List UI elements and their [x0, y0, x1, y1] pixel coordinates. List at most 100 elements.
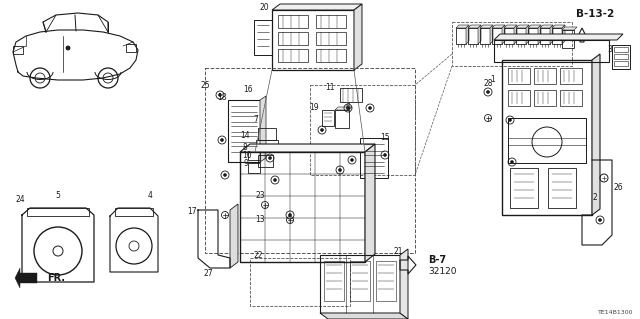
Polygon shape	[516, 25, 529, 28]
Text: 16: 16	[243, 85, 253, 94]
Bar	[256, 140, 278, 150]
Bar	[320, 255, 400, 313]
Text: TE14B1300: TE14B1300	[598, 309, 634, 315]
Polygon shape	[504, 25, 517, 28]
Text: 15: 15	[380, 133, 390, 143]
Polygon shape	[260, 96, 266, 162]
Polygon shape	[272, 4, 362, 10]
Bar	[115, 208, 153, 216]
Polygon shape	[320, 313, 408, 319]
Polygon shape	[526, 25, 529, 44]
Text: 17: 17	[187, 207, 197, 217]
Bar	[494, 40, 609, 62]
Polygon shape	[538, 25, 541, 44]
Bar	[516, 28, 526, 44]
Bar	[240, 152, 365, 262]
Circle shape	[369, 107, 371, 109]
Text: 7: 7	[253, 115, 259, 124]
Text: 24: 24	[15, 196, 25, 204]
Bar	[272, 10, 354, 70]
Bar	[324, 261, 344, 301]
Text: 8: 8	[243, 144, 248, 152]
Polygon shape	[528, 25, 541, 28]
Bar	[340, 88, 362, 102]
Bar	[258, 155, 273, 167]
Circle shape	[383, 153, 387, 157]
Polygon shape	[335, 107, 352, 110]
Bar	[504, 28, 514, 44]
Bar	[508, 68, 530, 84]
Circle shape	[221, 138, 223, 142]
Polygon shape	[456, 25, 469, 28]
Bar	[335, 110, 349, 128]
Circle shape	[486, 91, 490, 93]
Polygon shape	[552, 25, 565, 28]
Circle shape	[223, 174, 227, 176]
Text: B-13-2: B-13-2	[576, 9, 614, 19]
Polygon shape	[365, 144, 375, 262]
Text: B-7: B-7	[428, 255, 446, 265]
Bar	[614, 54, 628, 59]
Circle shape	[321, 129, 323, 131]
Text: 4: 4	[148, 191, 152, 201]
Circle shape	[273, 179, 276, 182]
Bar	[13, 46, 23, 54]
Text: 25: 25	[200, 80, 210, 90]
Text: 14: 14	[240, 131, 250, 140]
Bar	[258, 128, 276, 140]
Text: 19: 19	[309, 103, 319, 113]
Polygon shape	[562, 25, 565, 44]
Polygon shape	[492, 25, 505, 28]
Bar	[254, 20, 272, 55]
Circle shape	[66, 46, 70, 50]
Bar	[560, 68, 582, 84]
Text: 22: 22	[253, 250, 263, 259]
Bar	[508, 118, 586, 163]
Text: 28: 28	[483, 78, 493, 87]
Bar	[316, 32, 346, 45]
Circle shape	[339, 168, 342, 172]
Polygon shape	[592, 54, 600, 215]
Text: 20: 20	[259, 4, 269, 12]
Bar	[278, 32, 308, 45]
Polygon shape	[466, 25, 469, 44]
Text: 10: 10	[242, 151, 252, 160]
Bar	[534, 90, 556, 106]
Bar	[540, 28, 550, 44]
Polygon shape	[15, 268, 37, 288]
Text: 2: 2	[593, 194, 597, 203]
Polygon shape	[550, 25, 553, 44]
Text: 13: 13	[255, 216, 265, 225]
Bar	[228, 100, 260, 162]
Text: 23: 23	[255, 190, 265, 199]
Text: 21: 21	[393, 248, 403, 256]
Bar	[322, 110, 334, 126]
Polygon shape	[468, 25, 481, 28]
Bar	[480, 28, 490, 44]
Text: 11: 11	[325, 84, 335, 93]
Text: 1: 1	[491, 76, 495, 85]
Polygon shape	[490, 25, 493, 44]
Bar	[528, 28, 538, 44]
Text: 3: 3	[607, 46, 612, 55]
Circle shape	[598, 219, 602, 221]
Bar	[456, 28, 466, 44]
Polygon shape	[540, 25, 553, 28]
Bar	[534, 68, 556, 84]
Bar	[612, 45, 630, 69]
Bar	[452, 22, 572, 66]
Bar	[614, 61, 628, 66]
Circle shape	[289, 213, 291, 217]
Circle shape	[218, 93, 221, 97]
Polygon shape	[514, 25, 517, 44]
Polygon shape	[480, 25, 493, 28]
Bar	[250, 258, 350, 306]
Bar	[310, 85, 415, 175]
Text: 26: 26	[613, 183, 623, 192]
Circle shape	[511, 160, 513, 164]
Polygon shape	[400, 249, 408, 319]
Bar	[205, 68, 415, 253]
Bar	[360, 138, 388, 178]
Bar	[560, 90, 582, 106]
Text: 6: 6	[346, 102, 351, 112]
